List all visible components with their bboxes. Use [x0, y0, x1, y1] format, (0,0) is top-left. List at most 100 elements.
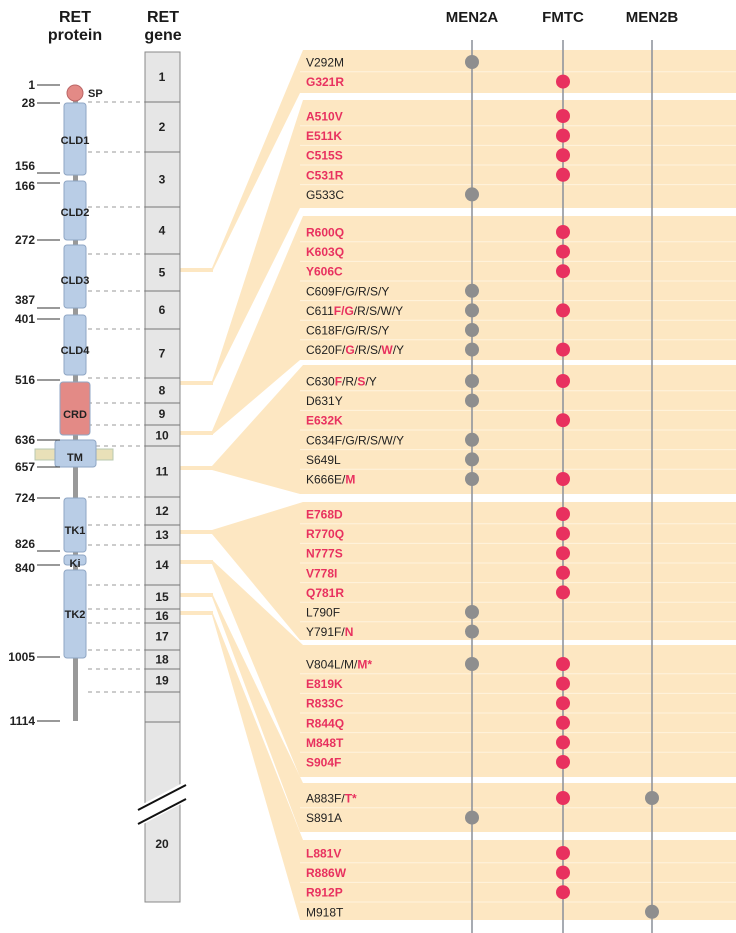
domain-crd	[59, 381, 91, 436]
dot-fmtc	[556, 342, 570, 357]
domain-label: CLD3	[61, 275, 90, 287]
mutation-label: C618F/G/R/S/Y	[306, 324, 389, 338]
column-header-men2a: MEN2A	[446, 9, 499, 26]
mutation-label: Q781R	[306, 586, 344, 600]
exon-15: 15	[155, 590, 169, 604]
dot-fmtc	[556, 413, 570, 428]
band-exon-16	[212, 611, 736, 920]
mutation-label: R844Q	[306, 716, 344, 730]
mutation-list: V292M G321R A510V E511K C515S C531R G533C R600Q…	[306, 55, 659, 919]
dot-fmtc	[556, 715, 570, 730]
mutation-label: R912P	[306, 886, 343, 900]
mutation-part: S904F	[306, 756, 341, 770]
mutation-label: S904F	[306, 756, 341, 770]
mutation-label: R833C	[306, 697, 344, 711]
mutation-part: C634F/G/R/S/W/Y	[306, 433, 404, 447]
mutation-part: G	[345, 343, 354, 357]
dot-men2a	[465, 303, 479, 318]
syndrome-columns: MEN2A FMTC MEN2B	[446, 9, 679, 933]
dot-men2b	[645, 791, 659, 805]
mutation-label: M918T	[306, 905, 344, 919]
mutation-label: G321R	[306, 75, 344, 89]
dot-fmtc	[556, 264, 570, 279]
dot-fmtc	[556, 167, 570, 182]
column-header-men2b: MEN2B	[626, 9, 679, 26]
mutation-part: Q781R	[306, 586, 344, 600]
mutation-label: S649L	[306, 453, 341, 467]
dot-men2a	[465, 605, 479, 619]
mutation-part: Y791F/	[306, 625, 345, 639]
dot-men2a	[465, 55, 479, 69]
mutation-part: A883F/	[306, 792, 345, 806]
dot-men2a	[465, 452, 479, 467]
domain-tk2	[63, 569, 87, 659]
dot-fmtc	[556, 303, 570, 318]
mutation-part: C611	[306, 304, 334, 318]
dot-fmtc	[556, 696, 570, 711]
exon-bar	[144, 51, 181, 903]
dot-men2a	[465, 624, 479, 639]
protein-position: 28	[22, 96, 36, 110]
mutation-part: M918T	[306, 905, 344, 919]
mutation-label: L881V	[306, 847, 341, 861]
mutation-label: N777S	[306, 547, 343, 561]
exon-16: 16	[155, 609, 169, 623]
domain-cld1	[63, 102, 87, 176]
protein-position: 724	[15, 491, 35, 505]
mutation-label: D631Y	[306, 394, 343, 408]
domain-label: TM	[67, 452, 83, 464]
domain-cld2	[63, 180, 87, 241]
mutation-label: C611F/G/R/S/W/Y	[306, 304, 403, 318]
mutation-part: V804L/M/	[306, 658, 358, 672]
mutation-part: E768D	[306, 508, 343, 522]
dot-men2a	[465, 374, 479, 388]
protein-position: 826	[15, 537, 35, 551]
mutation-part: G321R	[306, 75, 344, 89]
exon-17: 17	[155, 630, 169, 644]
dot-fmtc	[556, 565, 570, 580]
dot-men2a	[465, 657, 479, 671]
mutation-label: A510V	[306, 110, 343, 124]
exon-18: 18	[155, 653, 169, 667]
protein-title: RET	[59, 9, 91, 26]
mutation-part: R886W	[306, 866, 347, 880]
mutation-part: C531R	[306, 168, 344, 182]
mutation-part: S649L	[306, 453, 341, 467]
exon-4: 4	[159, 224, 166, 238]
dot-fmtc	[556, 791, 570, 805]
mutation-label: C634F/G/R/S/W/Y	[306, 433, 404, 447]
gene-title: gene	[144, 27, 181, 44]
mutation-part: K666E/	[306, 473, 346, 487]
dot-fmtc	[556, 755, 570, 769]
domain-label: TK1	[65, 525, 86, 537]
mutation-label: V778I	[306, 566, 337, 580]
mutation-part: L881V	[306, 847, 341, 861]
mutation-label: M848T	[306, 736, 344, 750]
break-mark	[137, 798, 187, 825]
dot-men2a	[465, 393, 479, 408]
mutation-label: R770Q	[306, 527, 344, 541]
mutation-label: R886W	[306, 866, 347, 880]
protein-position: 272	[15, 233, 35, 247]
mutation-part: /Y	[393, 343, 404, 357]
dot-fmtc	[556, 244, 570, 259]
exon-1: 1	[159, 70, 166, 84]
dot-fmtc	[556, 676, 570, 691]
protein-position: 516	[15, 373, 35, 387]
mutation-part: C620F/	[306, 343, 346, 357]
dot-fmtc	[556, 109, 570, 123]
domain-label: CRD	[63, 409, 87, 421]
protein-position: 1114	[10, 714, 36, 728]
band-exon-13	[212, 502, 736, 640]
mutation-part: R770Q	[306, 527, 344, 541]
dot-fmtc	[556, 128, 570, 143]
mutation-part: C618F/G/R/S/Y	[306, 324, 389, 338]
exon-5: 5	[159, 266, 166, 280]
mutation-part: M848T	[306, 736, 344, 750]
dot-fmtc	[556, 735, 570, 750]
dot-fmtc	[556, 885, 570, 900]
gene-title: RET	[147, 9, 179, 26]
protein-position: 387	[15, 293, 35, 307]
